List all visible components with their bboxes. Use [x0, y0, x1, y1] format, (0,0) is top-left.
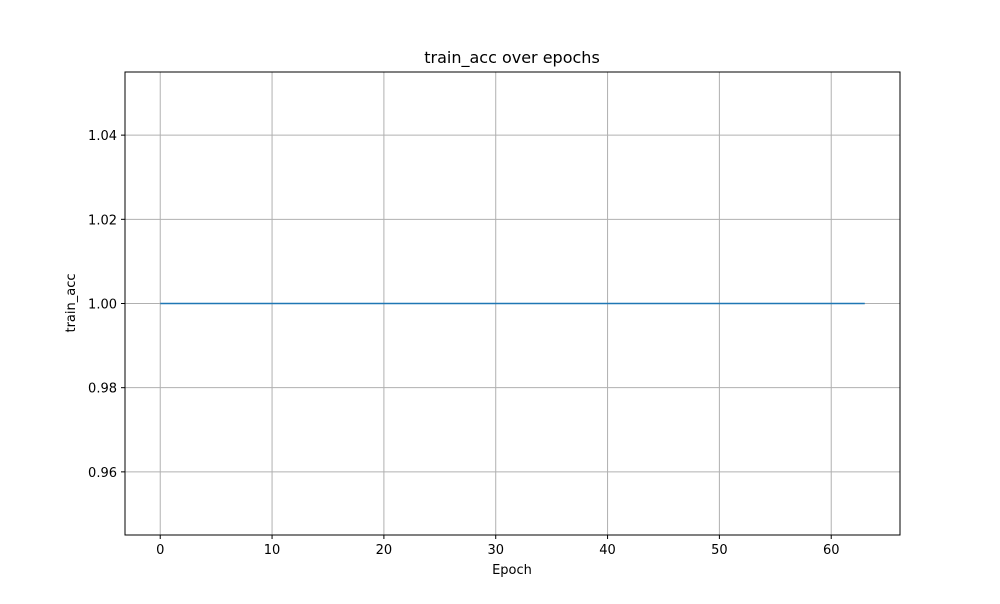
- x-axis-label: Epoch: [492, 563, 532, 578]
- x-tick-label: 30: [487, 543, 504, 558]
- y-tick-label: 1.00: [88, 298, 117, 313]
- y-tick-label: 0.96: [88, 466, 117, 481]
- y-tick-label: 1.02: [88, 213, 117, 228]
- y-tick-label: 1.04: [88, 129, 117, 144]
- y-tick-label: 0.98: [88, 382, 117, 397]
- y-axis-label: train_acc: [64, 273, 79, 332]
- x-tick-label: 20: [376, 543, 393, 558]
- chart-title: train_acc over epochs: [424, 48, 600, 68]
- x-tick-label: 40: [599, 543, 616, 558]
- x-tick-label: 10: [264, 543, 281, 558]
- y-axis-ticks: 0.96 0.98 1.00 1.02 1.04: [88, 129, 125, 481]
- x-axis-ticks: 0 10 20 30 40 50 60: [156, 535, 839, 558]
- x-tick-label: 0: [156, 543, 164, 558]
- x-tick-label: 50: [711, 543, 728, 558]
- x-tick-label: 60: [823, 543, 840, 558]
